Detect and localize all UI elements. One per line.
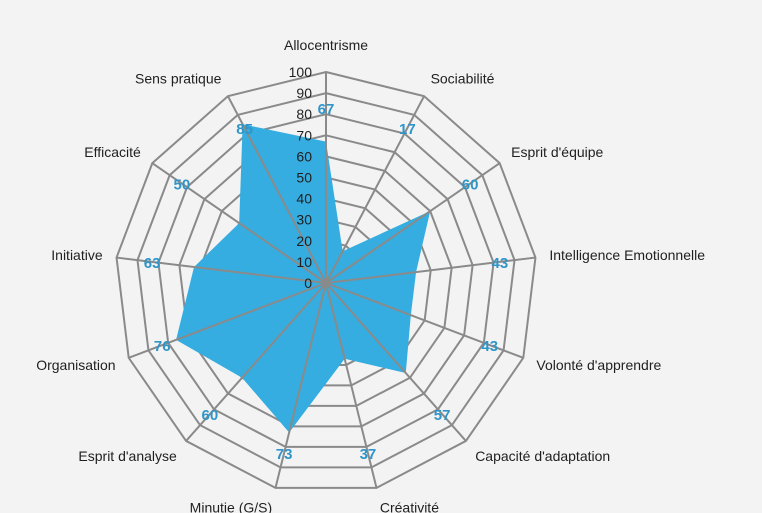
data-label: 43 xyxy=(481,338,498,355)
spoke-6 xyxy=(325,282,378,489)
tick-label-90: 90 xyxy=(296,85,312,101)
spoke-9 xyxy=(128,282,327,359)
tick-label-10: 10 xyxy=(296,254,312,270)
data-label: 57 xyxy=(434,407,451,424)
tick-label-70: 70 xyxy=(296,127,312,143)
data-label: 67 xyxy=(318,101,335,118)
tick-label-50: 50 xyxy=(296,170,312,186)
grid-ring-60 xyxy=(199,155,453,407)
category-label: Intelligence Emotionnelle xyxy=(549,247,705,263)
data-area xyxy=(176,124,431,433)
category-label: Créativité xyxy=(380,499,439,513)
spoke-5 xyxy=(325,282,467,442)
category-label: Organisation xyxy=(36,357,115,373)
tick-label-20: 20 xyxy=(296,233,312,249)
data-label: 60 xyxy=(202,407,219,424)
tick-label-80: 80 xyxy=(296,106,312,122)
data-label: 63 xyxy=(144,255,161,272)
tick-label-0: 0 xyxy=(304,275,312,291)
spoke-1 xyxy=(325,95,425,284)
spoke-7 xyxy=(274,282,327,489)
category-label: Initiative xyxy=(51,247,103,263)
category-label: Allocentrisme xyxy=(284,37,368,53)
data-label: 37 xyxy=(360,446,377,463)
data-label: 85 xyxy=(236,121,253,138)
category-label: Efficacité xyxy=(84,144,141,160)
spoke-3 xyxy=(325,256,536,284)
tick-label-40: 40 xyxy=(296,191,312,207)
data-label: 43 xyxy=(492,255,509,272)
category-label: Esprit d'équipe xyxy=(511,144,603,160)
spoke-8 xyxy=(185,282,327,442)
data-label: 76 xyxy=(154,338,171,355)
data-label: 50 xyxy=(174,177,191,194)
data-label: 60 xyxy=(462,177,479,194)
grid-ring-70 xyxy=(178,134,474,428)
spoke-4 xyxy=(325,282,524,359)
category-label: Esprit d'analyse xyxy=(78,448,177,464)
grid-ring-90 xyxy=(136,92,516,469)
category-label: Capacité d'adaptation xyxy=(475,448,610,464)
category-label: Minutie (G/S) xyxy=(190,499,272,513)
spoke-2 xyxy=(325,162,501,284)
category-label: Volonté d'apprendre xyxy=(536,357,661,373)
grid-ring-80 xyxy=(157,113,495,448)
data-label: 17 xyxy=(399,121,416,138)
tick-label-60: 60 xyxy=(296,148,312,164)
spoke-11 xyxy=(151,162,327,284)
spoke-10 xyxy=(116,256,327,284)
grid-ring-100 xyxy=(115,70,537,489)
data-label: 73 xyxy=(276,446,293,463)
tick-label-100: 100 xyxy=(289,64,313,80)
spoke-12 xyxy=(227,95,327,284)
category-label: Sens pratique xyxy=(135,70,222,86)
category-label: Sociabilité xyxy=(431,70,495,86)
spokes-group xyxy=(116,72,536,489)
tick-label-30: 30 xyxy=(296,212,312,228)
